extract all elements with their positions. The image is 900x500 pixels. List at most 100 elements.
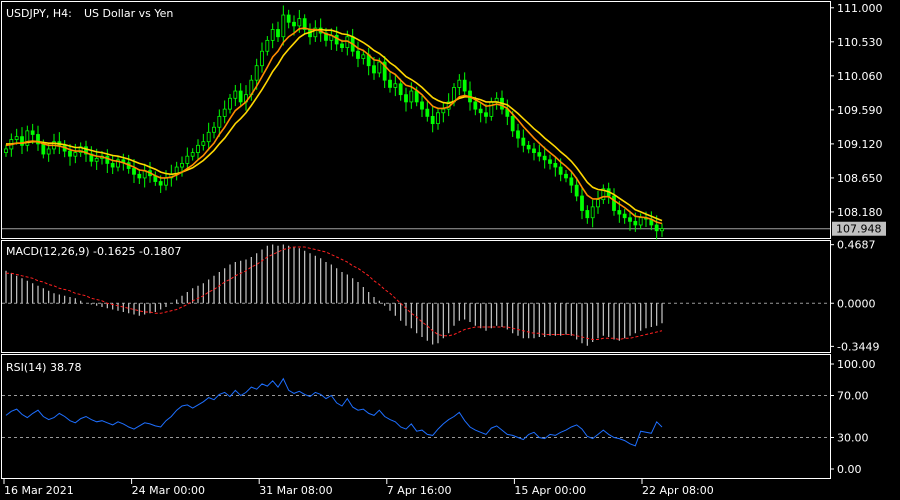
candle-body: [217, 115, 222, 128]
candle-body: [414, 90, 419, 103]
candle-body: [41, 143, 46, 155]
candle-body: [260, 50, 264, 67]
candle-body: [516, 130, 520, 139]
candle-body: [660, 228, 664, 232]
time-tick-label: 22 Apr 08:00: [642, 484, 714, 497]
candle-body: [425, 108, 430, 117]
candle-body: [628, 217, 632, 222]
candle-body: [436, 112, 440, 125]
candle-body: [137, 173, 142, 179]
price-tick-label: 108.180: [837, 206, 883, 219]
candle-body: [569, 177, 574, 186]
candle-body: [340, 43, 344, 49]
candle-body: [302, 18, 307, 30]
candle-body: [206, 131, 211, 143]
candle-body: [654, 224, 659, 232]
candle-body: [489, 101, 494, 117]
candle-body: [532, 148, 536, 153]
candle-body: [233, 90, 238, 99]
candle-body: [190, 152, 195, 157]
candle-body: [110, 163, 115, 168]
candle-body: [388, 79, 392, 88]
candle-body: [4, 148, 8, 153]
candle-body: [404, 94, 408, 103]
candle-body: [420, 101, 424, 110]
current-price-value: 107.948: [836, 223, 882, 236]
candle-body: [116, 159, 120, 168]
candle-body: [377, 61, 382, 74]
candle-body: [180, 163, 184, 168]
candle-body: [201, 141, 206, 146]
candle-body: [20, 136, 24, 146]
candle-body: [36, 134, 40, 145]
price-tick-label: 110.530: [837, 36, 883, 49]
candle-body: [222, 108, 227, 117]
candle-body: [30, 130, 35, 135]
rsi-levels: [2, 395, 830, 438]
chart-title-symbol: USDJPY, H4:: [6, 7, 72, 20]
candle-body: [478, 108, 483, 114]
candle-body: [580, 195, 584, 211]
candle-body: [276, 29, 280, 38]
candle-body: [313, 27, 318, 38]
candle-body: [270, 29, 275, 41]
candle-body: [398, 83, 403, 96]
time-axis: 16 Mar 2021 24 Mar 00:00 31 Mar 08:00 7 Apr…: [3, 479, 714, 497]
candle-body: [46, 148, 51, 155]
candle-body: [382, 61, 387, 81]
candle-body: [185, 155, 190, 164]
candle-body: [281, 14, 286, 38]
candle-body: [553, 163, 558, 168]
candle-body: [457, 79, 462, 88]
rsi-tick-label: 100.00: [837, 358, 876, 371]
candle-body: [164, 177, 168, 186]
rsi-tick-label: 70.00: [837, 390, 869, 403]
chart-title-description: US Dollar vs Yen: [84, 7, 173, 20]
candle-body: [196, 144, 200, 153]
candle-body: [212, 126, 216, 133]
time-tick-label: 16 Mar 2021: [4, 484, 74, 497]
candle-body: [94, 157, 99, 162]
candle-body: [574, 184, 579, 197]
candle-body: [14, 136, 19, 140]
macd-signal-line: [6, 246, 663, 341]
rsi-label: RSI(14) 38.78: [6, 361, 81, 374]
candle-body: [372, 65, 376, 74]
rsi-tick-label: 0.00: [837, 463, 862, 476]
time-tick-label: 24 Mar 00:00: [132, 484, 205, 497]
candle-body: [617, 210, 622, 215]
candle-body: [590, 206, 595, 219]
candle-body: [510, 115, 515, 132]
candle-body: [265, 39, 270, 52]
macd-panel[interactable]: [1, 240, 831, 353]
candle-body: [73, 152, 78, 157]
candle-body: [356, 50, 360, 59]
candle-body: [601, 188, 606, 201]
candle-body: [25, 130, 30, 146]
candle-body: [361, 54, 366, 59]
candle-body: [558, 166, 563, 175]
price-tick-label: 109.590: [837, 104, 883, 117]
price-panel[interactable]: [1, 1, 831, 239]
candle-body: [68, 150, 72, 157]
time-tick-label: 31 Mar 08:00: [259, 484, 332, 497]
price-tick-label: 109.120: [837, 138, 883, 151]
candle-body: [228, 97, 232, 110]
candle-body: [462, 79, 467, 92]
rsi-panel[interactable]: [1, 354, 831, 479]
candle-body: [612, 195, 616, 211]
candle-body: [521, 137, 526, 146]
candle-body: [542, 155, 547, 161]
macd-tick-label: -0.3449: [837, 340, 879, 353]
candle-body: [84, 146, 88, 155]
current-price-label: 107.948: [832, 221, 886, 236]
candle-body: [548, 159, 552, 164]
macd-tick-label: 0.4687: [837, 239, 876, 252]
candle-body: [596, 199, 600, 208]
candle-body: [484, 112, 488, 117]
time-tick-label: 15 Apr 00:00: [514, 484, 586, 497]
macd-tick-label: 0.0000: [837, 297, 876, 310]
rsi-line: [5, 377, 663, 447]
